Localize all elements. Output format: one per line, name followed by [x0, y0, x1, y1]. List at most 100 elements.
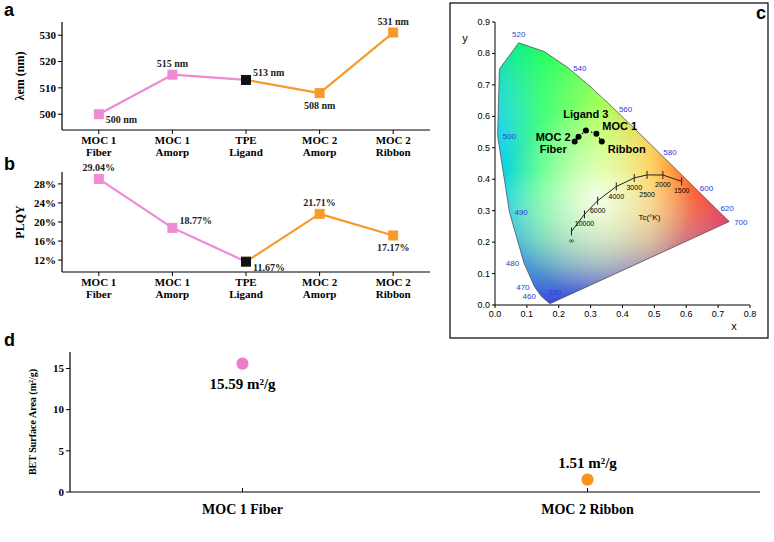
planck-tick [681, 177, 682, 185]
marker [94, 174, 103, 183]
planck-tick [634, 174, 635, 182]
y-tick [66, 492, 70, 493]
y-axis-title: PLQY [13, 205, 27, 239]
x-tick-label-line: Ribbon [376, 146, 411, 158]
y-tick [58, 241, 62, 242]
x-tick-label: MOC 2Amorp [302, 134, 338, 158]
x-tick-label: MOC 2Ribbon [376, 276, 412, 300]
x-tick-label-line: MOC 1 [81, 276, 116, 288]
x-tick [242, 488, 243, 492]
y-axis [69, 352, 70, 492]
data-label: 500 nm [106, 114, 138, 125]
plot-area [498, 43, 730, 304]
x-tick-label: 0.3 [584, 309, 597, 319]
y-tick-label: 0.4 [477, 174, 490, 184]
x-tick-label-line: Ligand [229, 288, 263, 300]
line-segment [99, 179, 173, 228]
x-tick [590, 305, 591, 308]
panel-label: c [756, 3, 766, 23]
point-label: Fiber [540, 143, 568, 155]
x-tick-label: 0.7 [712, 309, 725, 319]
y-tick-label: 0.1 [477, 269, 490, 279]
planck-tick [662, 171, 663, 179]
marker [389, 231, 398, 240]
y-tick [492, 53, 495, 54]
y-tick-label: 0.3 [477, 206, 490, 216]
data-label: 18.77% [179, 215, 212, 226]
spectral-locus-fill [498, 43, 730, 304]
y-tick-label: 12% [34, 254, 56, 266]
y-tick-label: 500 [40, 108, 57, 120]
x-tick-label-line: Amorp [156, 288, 190, 300]
x-tick-label-line: MOC 1 [155, 276, 190, 288]
y-tick [66, 450, 70, 451]
y-axis-title: λem (nm) [13, 52, 27, 101]
marker [242, 257, 251, 266]
y-axis-title: BET Surface Area (m²/g) [27, 369, 39, 475]
spectral-locus-white [498, 43, 730, 304]
y-tick-label: 28% [34, 178, 56, 190]
x-tick-label-line: Ligand [229, 146, 263, 158]
plot-area [236, 357, 594, 486]
x-tick-label: TPELigand [229, 134, 263, 158]
y-axis-title: y [462, 32, 468, 44]
x-tick-label-line: MOC 2 [302, 276, 338, 288]
wavelength-label: 580 [663, 148, 677, 157]
point-label: MOC 2 [536, 131, 571, 143]
temperature-label: ∞ [569, 237, 574, 244]
x-tick-label: 0.2 [552, 309, 565, 319]
plot-area [94, 174, 397, 266]
y-tick-label: 20% [34, 216, 56, 228]
y-tick-label: 0.0 [477, 300, 490, 310]
panel-c: 0.00.10.20.30.40.50.60.70.80.00.10.20.30… [462, 17, 756, 332]
line-segment [246, 214, 320, 262]
x-tick-label-line: MOC 1 [81, 134, 116, 146]
spectral-locus-shade [498, 43, 730, 304]
marker [168, 70, 177, 79]
point [583, 127, 589, 133]
x-tick [558, 305, 559, 308]
marker [242, 75, 251, 84]
temperature-label: 2000 [655, 181, 671, 188]
temperature-label: 10000 [575, 220, 595, 227]
y-tick-label: 0.2 [477, 237, 490, 247]
y-tick-label: 0.8 [477, 48, 490, 58]
x-tick [750, 305, 751, 308]
wavelength-label: 480 [506, 259, 520, 268]
point [572, 138, 578, 144]
temperature-label: 6000 [590, 207, 606, 214]
x-tick-label-line: TPE [235, 134, 256, 146]
y-tick [58, 114, 62, 115]
wavelength-label: 560 [619, 105, 633, 114]
x-tick-label-line: MOC 1 [155, 134, 190, 146]
temperature-label: 4000 [608, 193, 624, 200]
y-tick-label: 10 [53, 403, 65, 415]
wavelength-label: 470 [516, 283, 530, 292]
wavelength-label: 500 [503, 132, 517, 141]
x-tick-label-line: Amorp [303, 288, 337, 300]
x-tick-label: MOC 1Fiber [81, 276, 116, 300]
point [593, 131, 599, 137]
y-tick-label: 5 [59, 445, 65, 457]
planck-tick [571, 227, 572, 235]
y-tick-label: 520 [40, 55, 57, 67]
data-label: 15.59 m²/g [209, 376, 276, 392]
x-tick [718, 305, 719, 308]
y-tick [492, 242, 495, 243]
data-label: 1.51 m²/g [558, 455, 617, 471]
y-tick [58, 35, 62, 36]
y-tick-label: 510 [40, 82, 57, 94]
x-tick-label: TPELigand [229, 276, 263, 300]
data-label: 513 nm [253, 67, 285, 78]
marker [168, 223, 177, 232]
y-tick-label: 16% [34, 235, 56, 247]
spectral-locus [498, 43, 730, 304]
line-segment [320, 214, 394, 236]
y-tick [492, 210, 495, 211]
y-tick [58, 260, 62, 261]
x-tick-label: 0.0 [489, 309, 502, 319]
point-label: Ribbon [608, 143, 646, 155]
data-label: 29.04% [83, 162, 116, 173]
line-segment [320, 33, 394, 94]
wavelength-label: 620 [720, 204, 734, 213]
